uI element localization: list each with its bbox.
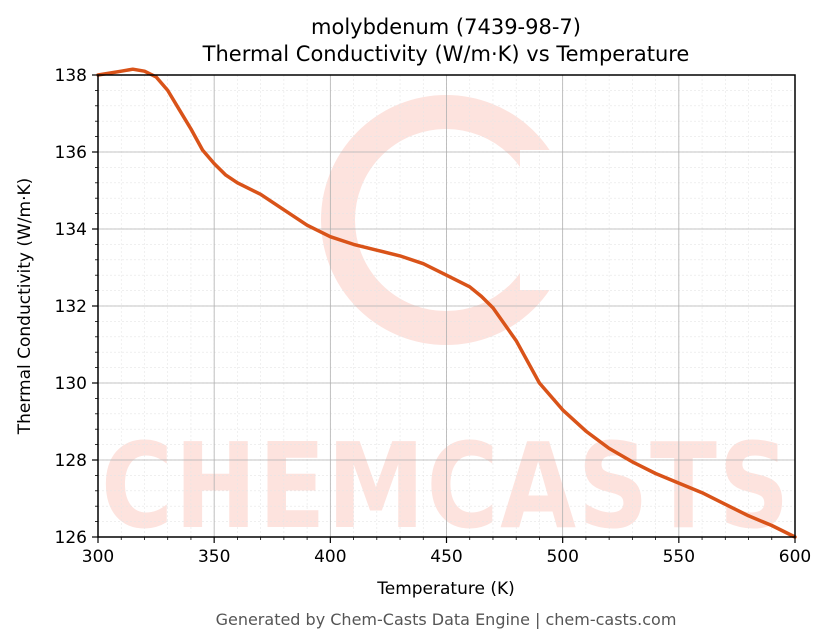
y-axis-label: Thermal Conductivity (W/m·K)	[15, 178, 35, 436]
x-tick-label: 350	[198, 547, 230, 567]
y-tick-label: 136	[55, 143, 87, 163]
x-tick-label: 400	[314, 547, 346, 567]
x-axis-minor-ticks	[120, 537, 773, 540]
chemcasts-logo-ring	[321, 95, 580, 345]
y-tick-label: 138	[55, 66, 87, 86]
chart-title-line2: Thermal Conductivity (W/m·K) vs Temperat…	[202, 42, 690, 66]
y-tick-label: 126	[55, 528, 87, 548]
y-tick-label: 132	[55, 297, 87, 317]
watermark-text: CHEMCASTS	[101, 417, 791, 555]
x-axis-ticks: 300 350 400 450 500 550 600	[82, 537, 811, 567]
y-tick-label: 130	[55, 374, 87, 394]
x-tick-label: 300	[82, 547, 114, 567]
footer-credit: Generated by Chem-Casts Data Engine | ch…	[216, 610, 677, 629]
x-tick-label: 600	[779, 547, 811, 567]
chemcasts-watermark: CHEMCASTS	[101, 95, 791, 555]
y-tick-label: 128	[55, 451, 87, 471]
x-tick-label: 500	[546, 547, 578, 567]
chart-title-line1: molybdenum (7439-98-7)	[311, 15, 581, 39]
x-tick-label: 550	[663, 547, 695, 567]
x-tick-label: 450	[430, 547, 462, 567]
y-axis-ticks: 126 128 130 132 134 136 138	[55, 66, 98, 548]
y-axis-minor-ticks	[95, 90, 98, 522]
y-tick-label: 134	[55, 220, 87, 240]
thermal-conductivity-line	[96, 67, 797, 539]
x-axis-label: Temperature (K)	[376, 579, 515, 599]
